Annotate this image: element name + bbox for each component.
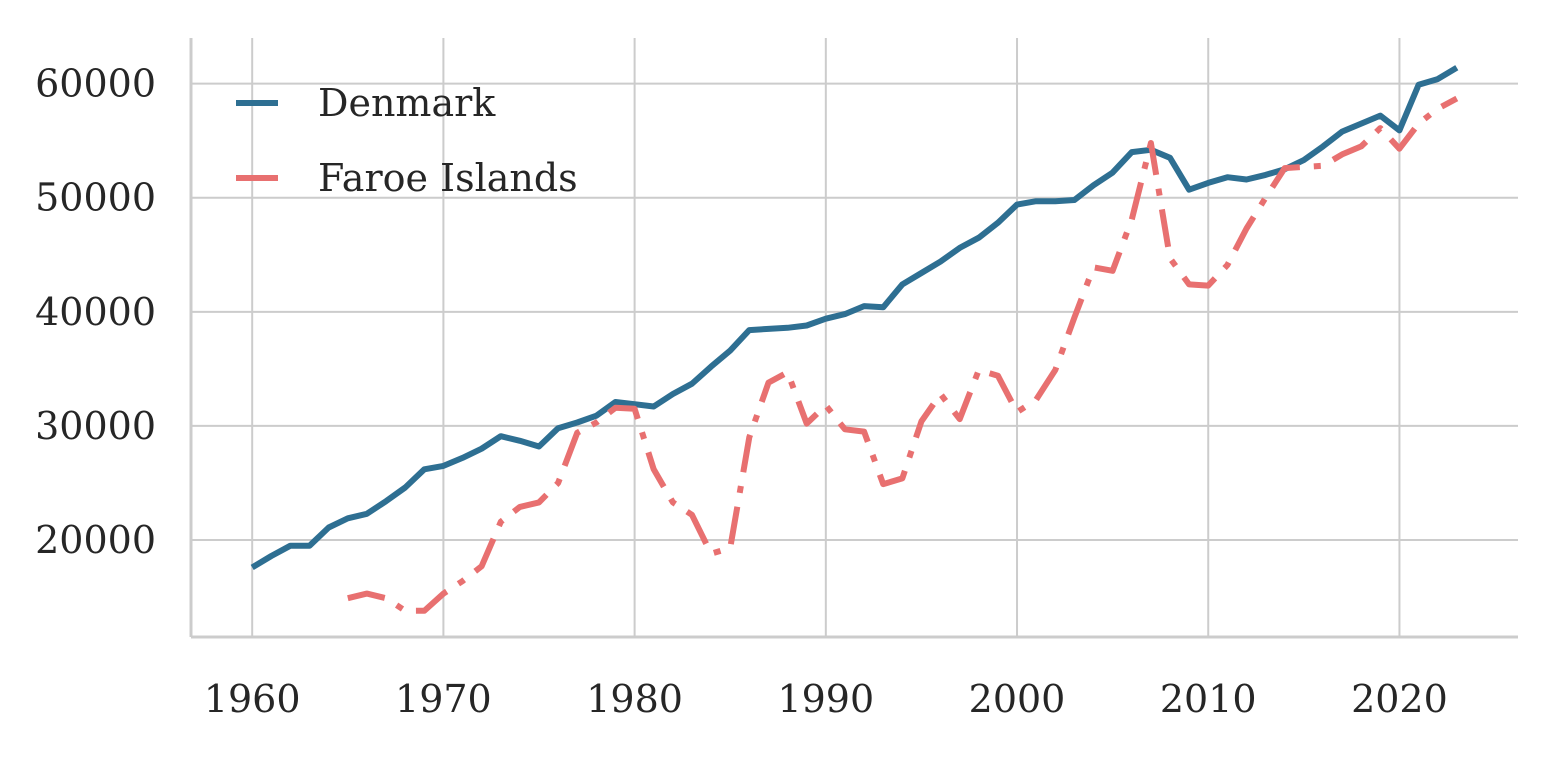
x-tick-labels: 1960 1970 1980 1990 2000 2010 2020 — [204, 677, 1448, 721]
x-tick-label: 2000 — [969, 677, 1066, 721]
series-lines — [250, 65, 1459, 614]
y-tick-label: 40000 — [35, 290, 156, 334]
y-tick-labels: 20000 30000 40000 50000 60000 — [35, 62, 156, 562]
y-tick-label: 60000 — [35, 62, 156, 106]
legend-label: Denmark — [318, 81, 496, 125]
y-tick-label: 50000 — [35, 176, 156, 220]
axes — [189, 38, 1518, 639]
x-tick-label: 1960 — [204, 677, 301, 721]
y-tick-label: 20000 — [35, 518, 156, 562]
x-tick-label: 1990 — [777, 677, 874, 721]
y-tick-label: 30000 — [35, 404, 156, 448]
legend: Denmark Faroe Islands — [236, 81, 578, 200]
legend-label: Faroe Islands — [318, 156, 578, 200]
series-line-faroe-islands — [347, 95, 1459, 614]
x-tick-label: 2020 — [1351, 677, 1448, 721]
x-tick-label: 1980 — [586, 677, 683, 721]
x-tick-label: 2010 — [1160, 677, 1257, 721]
grid-lines — [191, 38, 1518, 637]
series-line-denmark — [250, 65, 1459, 570]
x-tick-label: 1970 — [395, 677, 492, 721]
